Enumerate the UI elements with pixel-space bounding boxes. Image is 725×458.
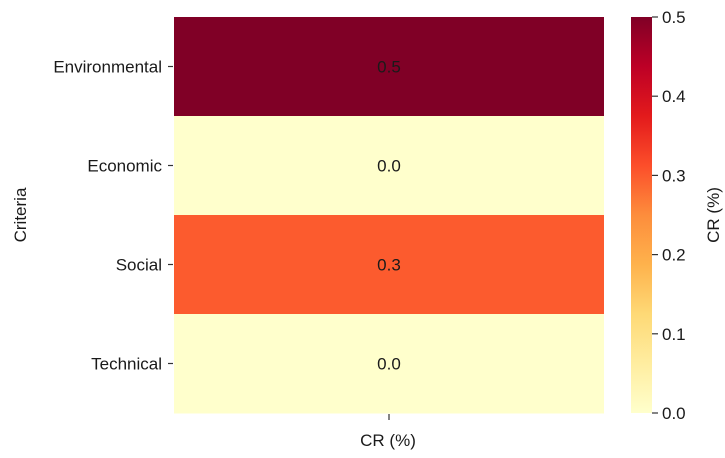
colorbar-ticks: 0.0 0.1 0.2 0.3 0.4 0.5 bbox=[652, 8, 686, 423]
heatmap-cell-technical bbox=[174, 314, 604, 414]
y-axis: Environmental Economic Social Technical bbox=[53, 58, 173, 374]
heatmap-cell-economic bbox=[174, 116, 604, 216]
y-tick-label-environmental: Environmental bbox=[53, 58, 162, 77]
colorbar-tick-label: 0.2 bbox=[662, 246, 686, 265]
colorbar-tick-label: 0.4 bbox=[662, 87, 686, 106]
y-tick-label-technical: Technical bbox=[91, 355, 162, 374]
cell-value-label: 0.0 bbox=[377, 157, 401, 176]
heatmap-cell-social bbox=[174, 215, 604, 315]
cell-value-label: 0.3 bbox=[377, 256, 401, 275]
colorbar-tick-label: 0.3 bbox=[662, 166, 686, 185]
y-tick-label-economic: Economic bbox=[87, 157, 162, 176]
heatmap-cell-environmental bbox=[174, 17, 604, 117]
x-axis-label: CR (%) bbox=[360, 431, 416, 450]
colorbar-label: CR (%) bbox=[704, 187, 723, 243]
colorbar-tick-label: 0.1 bbox=[662, 325, 686, 344]
heatmap-cell-labels: 0.5 0.0 0.3 0.0 bbox=[377, 58, 401, 374]
y-tick-label-social: Social bbox=[116, 256, 162, 275]
colorbar-tick-label: 0.0 bbox=[662, 404, 686, 423]
cell-value-label: 0.0 bbox=[377, 355, 401, 374]
heatmap-cells bbox=[174, 17, 604, 414]
colorbar bbox=[631, 17, 652, 413]
colorbar-tick-label: 0.5 bbox=[662, 8, 686, 27]
cell-value-label: 0.5 bbox=[377, 58, 401, 77]
y-axis-label: Criteria bbox=[11, 187, 30, 242]
